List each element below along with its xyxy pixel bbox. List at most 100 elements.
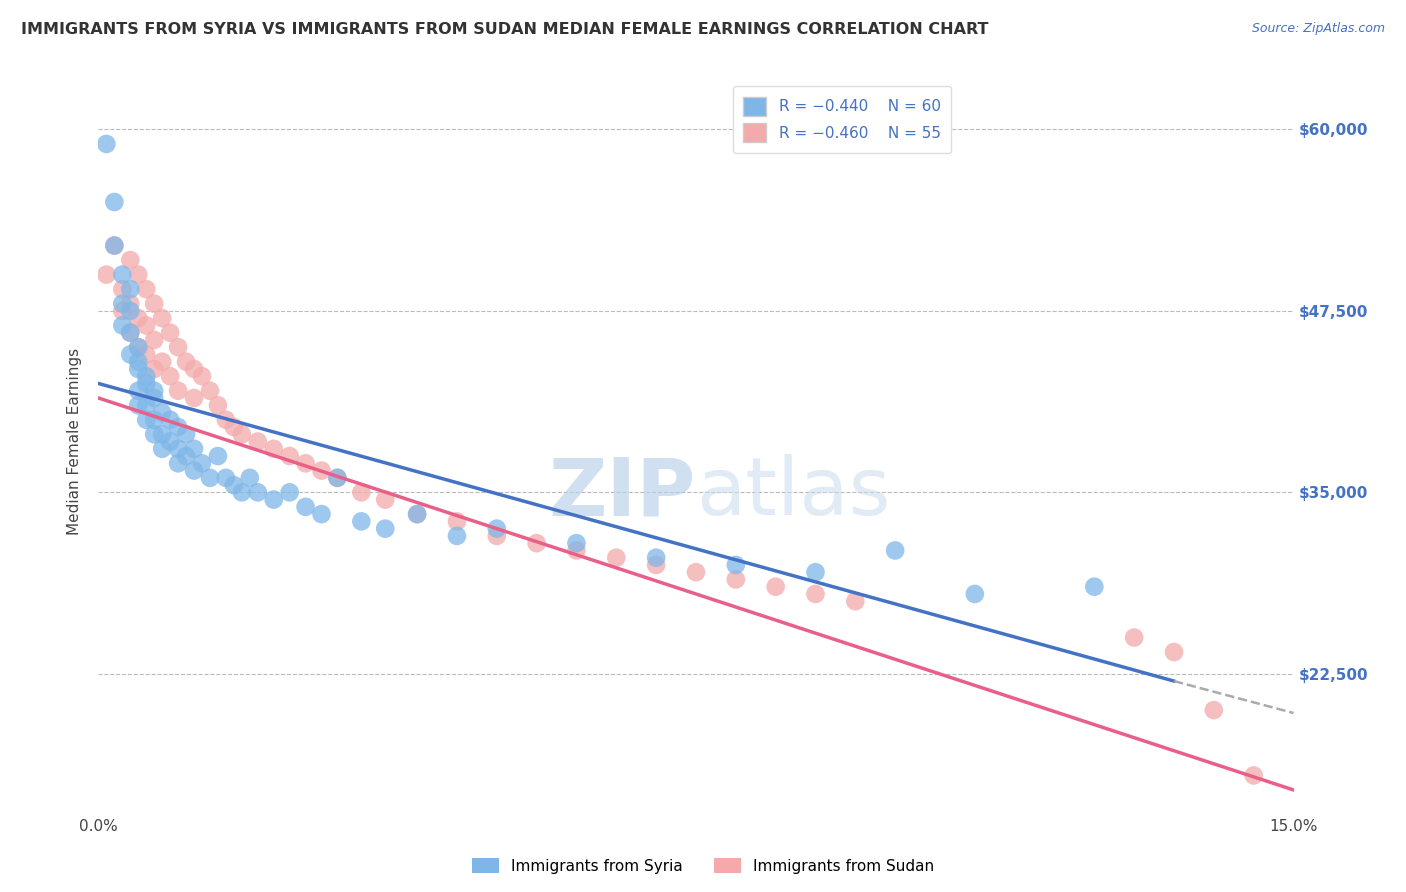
Point	[127, 311, 149, 326]
Point	[1163, 645, 1185, 659]
Point	[1123, 631, 1146, 645]
Point	[127, 354, 149, 368]
Point	[446, 515, 468, 529]
Point	[127, 340, 149, 354]
Point	[844, 594, 866, 608]
Point	[215, 413, 238, 427]
Point	[120, 296, 142, 310]
Point	[159, 326, 181, 340]
Point	[159, 413, 181, 427]
Point	[1083, 580, 1105, 594]
Point	[278, 485, 301, 500]
Legend: Immigrants from Syria, Immigrants from Sudan: Immigrants from Syria, Immigrants from S…	[465, 852, 941, 880]
Point	[645, 558, 668, 572]
Text: ZIP: ZIP	[548, 454, 696, 533]
Point	[127, 384, 149, 398]
Point	[645, 550, 668, 565]
Point	[263, 492, 285, 507]
Point	[198, 384, 221, 398]
Point	[198, 471, 221, 485]
Point	[120, 282, 142, 296]
Point	[111, 318, 134, 333]
Text: atlas: atlas	[696, 454, 890, 533]
Point	[150, 354, 173, 368]
Point	[231, 485, 253, 500]
Point	[1243, 768, 1265, 782]
Point	[127, 340, 149, 354]
Point	[111, 304, 134, 318]
Point	[135, 413, 157, 427]
Point	[111, 282, 134, 296]
Point	[143, 391, 166, 405]
Point	[143, 413, 166, 427]
Point	[167, 384, 190, 398]
Point	[222, 478, 245, 492]
Point	[127, 268, 149, 282]
Point	[120, 326, 142, 340]
Point	[150, 311, 173, 326]
Point	[191, 456, 214, 470]
Point	[143, 427, 166, 442]
Point	[183, 442, 205, 456]
Point	[135, 282, 157, 296]
Point	[120, 347, 142, 361]
Point	[884, 543, 907, 558]
Point	[143, 296, 166, 310]
Point	[167, 442, 190, 456]
Point	[406, 507, 429, 521]
Point	[724, 558, 747, 572]
Point	[111, 296, 134, 310]
Point	[135, 318, 157, 333]
Point	[246, 434, 269, 449]
Point	[167, 456, 190, 470]
Point	[207, 449, 229, 463]
Point	[374, 492, 396, 507]
Point	[159, 434, 181, 449]
Point	[135, 369, 157, 384]
Point	[127, 362, 149, 376]
Point	[127, 398, 149, 412]
Point	[150, 442, 173, 456]
Point	[294, 500, 316, 514]
Text: IMMIGRANTS FROM SYRIA VS IMMIGRANTS FROM SUDAN MEDIAN FEMALE EARNINGS CORRELATIO: IMMIGRANTS FROM SYRIA VS IMMIGRANTS FROM…	[21, 22, 988, 37]
Legend: R = −0.440    N = 60, R = −0.460    N = 55: R = −0.440 N = 60, R = −0.460 N = 55	[733, 87, 952, 153]
Point	[406, 507, 429, 521]
Point	[724, 573, 747, 587]
Point	[1202, 703, 1225, 717]
Point	[565, 536, 588, 550]
Point	[111, 268, 134, 282]
Point	[311, 464, 333, 478]
Point	[350, 515, 373, 529]
Point	[350, 485, 373, 500]
Point	[278, 449, 301, 463]
Point	[605, 550, 627, 565]
Point	[565, 543, 588, 558]
Point	[167, 340, 190, 354]
Point	[143, 333, 166, 347]
Point	[150, 427, 173, 442]
Text: Source: ZipAtlas.com: Source: ZipAtlas.com	[1251, 22, 1385, 36]
Point	[174, 427, 197, 442]
Point	[765, 580, 787, 594]
Point	[183, 391, 205, 405]
Point	[326, 471, 349, 485]
Point	[263, 442, 285, 456]
Point	[183, 362, 205, 376]
Point	[120, 304, 142, 318]
Point	[485, 529, 508, 543]
Point	[150, 405, 173, 419]
Point	[120, 253, 142, 268]
Point	[239, 471, 262, 485]
Point	[96, 268, 118, 282]
Point	[159, 369, 181, 384]
Point	[135, 376, 157, 391]
Point	[804, 587, 827, 601]
Point	[231, 427, 253, 442]
Point	[103, 238, 125, 252]
Point	[526, 536, 548, 550]
Point	[103, 194, 125, 209]
Point	[174, 449, 197, 463]
Point	[174, 354, 197, 368]
Point	[120, 326, 142, 340]
Point	[191, 369, 214, 384]
